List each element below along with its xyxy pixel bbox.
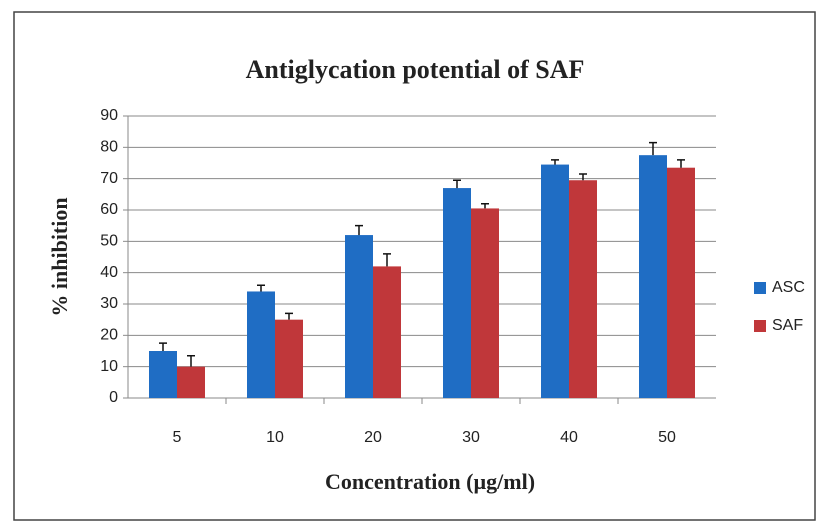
error-bar [383, 253, 391, 267]
x-tick-label: 10 [266, 429, 284, 446]
error-bar [355, 224, 363, 236]
error-bar [649, 141, 657, 156]
y-tick-label: 50 [100, 233, 118, 250]
x-tick-label: 50 [658, 429, 676, 446]
legend-swatch [754, 282, 766, 294]
y-tick-label: 40 [100, 264, 118, 281]
error-bar [579, 173, 587, 181]
x-tick-label: 30 [462, 429, 480, 446]
y-tick-label: 10 [100, 358, 118, 375]
y-tick-label: 60 [100, 201, 118, 218]
bar [541, 164, 569, 398]
y-tick-label: 0 [109, 389, 118, 406]
bar [569, 180, 597, 398]
legend-label: SAF [772, 317, 803, 334]
bar [247, 291, 275, 398]
y-tick-label: 20 [100, 327, 118, 344]
y-tick-label: 80 [100, 139, 118, 156]
bar [443, 188, 471, 398]
error-bar [481, 202, 489, 209]
y-tick-label: 70 [100, 170, 118, 187]
error-bar [453, 179, 461, 189]
error-bar [159, 342, 167, 351]
y-axis-label: % inhibition [47, 197, 72, 316]
legend-label: ASC [772, 279, 805, 296]
x-axis-label: Concentration (µg/ml) [325, 469, 535, 494]
bar [345, 235, 373, 398]
x-tick-label: 20 [364, 429, 382, 446]
x-tick-label: 5 [173, 429, 182, 446]
bar [275, 319, 303, 398]
bar [177, 366, 205, 398]
bar [639, 155, 667, 398]
bar [149, 351, 177, 398]
y-tick-label: 30 [100, 295, 118, 312]
bar [373, 266, 401, 398]
error-bar [257, 284, 265, 292]
error-bar [677, 159, 685, 168]
legend-swatch [754, 320, 766, 332]
error-bar [187, 354, 195, 367]
error-bar [551, 159, 559, 165]
y-tick-label: 90 [100, 107, 118, 124]
bar [667, 167, 695, 398]
chart-title: Antiglycation potential of SAF [246, 55, 585, 84]
bar [471, 208, 499, 398]
error-bar [285, 312, 293, 320]
x-tick-label: 40 [560, 429, 578, 446]
